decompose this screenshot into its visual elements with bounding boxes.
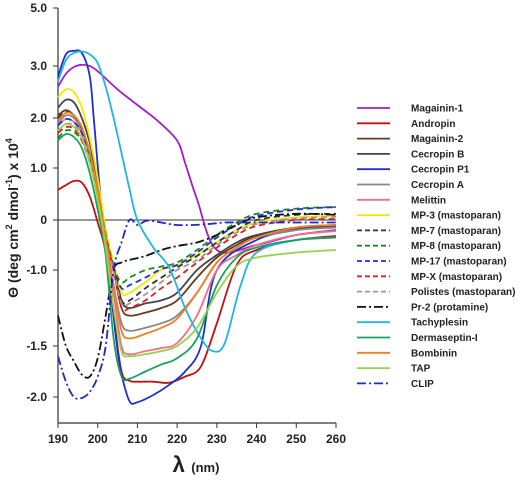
legend: Magainin-1 Andropin Magainin-2 Cecropin B Ce… [357, 104, 515, 390]
series-line-clip [57, 218, 336, 400]
y-axis-title-part2: dmol [5, 187, 21, 224]
legend-label-mp-17-mastoparan: MP-17 (mastoparan) [411, 257, 507, 268]
y-tick-label: 0 [40, 213, 47, 227]
legend-label-magainin-2: Magainin-2 [411, 134, 464, 145]
y-axis-title-sup2: -1 [4, 179, 14, 187]
legend-label-polistes-mastoparan: Polistes (mastoparan) [411, 287, 515, 298]
y-axis-title-sup3: 4 [4, 138, 14, 143]
series-line-mp-17-mastoparan [57, 117, 337, 291]
legend-label-melittin: Melittin [411, 195, 446, 206]
legend-label-dermaseptin-i: Dermaseptin-I [411, 333, 478, 344]
x-tick-labels: 190 200 210 220 230 240 250 260 [48, 423, 346, 446]
series-line-pr-2-protamine [57, 212, 337, 379]
series-line-tachyplesin [57, 50, 337, 353]
y-tick-label: 5.0 [30, 1, 47, 15]
legend-label-cecropin-a: Cecropin A [411, 180, 464, 191]
x-tick-label: 190 [48, 432, 68, 446]
legend-label-mp-x-mastoparan: MP-X (mastoparan) [411, 272, 502, 283]
x-tick-label: 220 [167, 432, 187, 446]
x-tick-label: 250 [286, 432, 306, 446]
x-axis-title: λ (nm) [173, 452, 220, 477]
y-axis-title-part1: Θ (deg cm [5, 229, 21, 297]
legend-label-tachyplesin: Tachyplesin [411, 318, 468, 329]
series-line-tap [57, 122, 337, 358]
series-lines [57, 49, 337, 405]
y-tick-label: -2.0 [26, 390, 47, 404]
legend-label-cecropin-b: Cecropin B [411, 149, 464, 160]
legend-label-andropin: Andropin [411, 119, 455, 130]
legend-label-bombinin: Bombinin [411, 348, 457, 359]
y-tick-label: 2.0 [30, 111, 47, 125]
y-axis-title-sup1: 2 [4, 224, 14, 229]
series-line-mp-3-mastoparan [57, 88, 337, 297]
series-line-dermaseptin-i [57, 132, 337, 382]
x-tick-label: 210 [127, 432, 147, 446]
x-axis-unit: (nm) [191, 460, 219, 475]
legend-label-mp-8-mastoparan: MP-8 (mastoparan) [411, 241, 501, 252]
legend-label-mp-7-mastoparan: MP-7 (mastoparan) [411, 226, 501, 237]
legend-label-cecropin-p1: Cecropin P1 [411, 165, 470, 176]
x-tick-label: 230 [207, 432, 227, 446]
legend-label-mp-3-mastoparan: MP-3 (mastoparan) [411, 211, 501, 222]
y-tick-label: -1.0 [26, 263, 47, 277]
legend-label-pr-2-protamine: Pr-2 (protamine) [411, 302, 488, 313]
y-tick-labels: 5.0 3.0 2.0 1.0 0 -1.0 -1.5 -2.0 [26, 1, 58, 404]
legend-label-magainin-1: Magainin-1 [411, 104, 464, 115]
y-tick-label: -1.5 [26, 339, 47, 353]
series-line-melittin [57, 117, 337, 356]
series-line-bombinin [57, 111, 337, 340]
y-tick-label: 1.0 [30, 161, 47, 175]
x-tick-label: 260 [326, 432, 346, 446]
x-tick-label: 200 [88, 432, 108, 446]
series-line-mp-x-mastoparan [57, 125, 337, 312]
y-axis-title-part3: ) x 10 [5, 143, 21, 179]
y-axis-title: Θ (deg cm2 dmol-1) x 104 [4, 138, 21, 298]
series-line-cecropin-p1 [57, 49, 337, 405]
legend-label-clip: CLIP [411, 379, 434, 390]
y-tick-label: 3.0 [30, 59, 47, 73]
legend-label-tap: TAP [411, 364, 431, 375]
x-tick-label: 240 [247, 432, 267, 446]
x-axis-symbol: λ [173, 452, 185, 477]
